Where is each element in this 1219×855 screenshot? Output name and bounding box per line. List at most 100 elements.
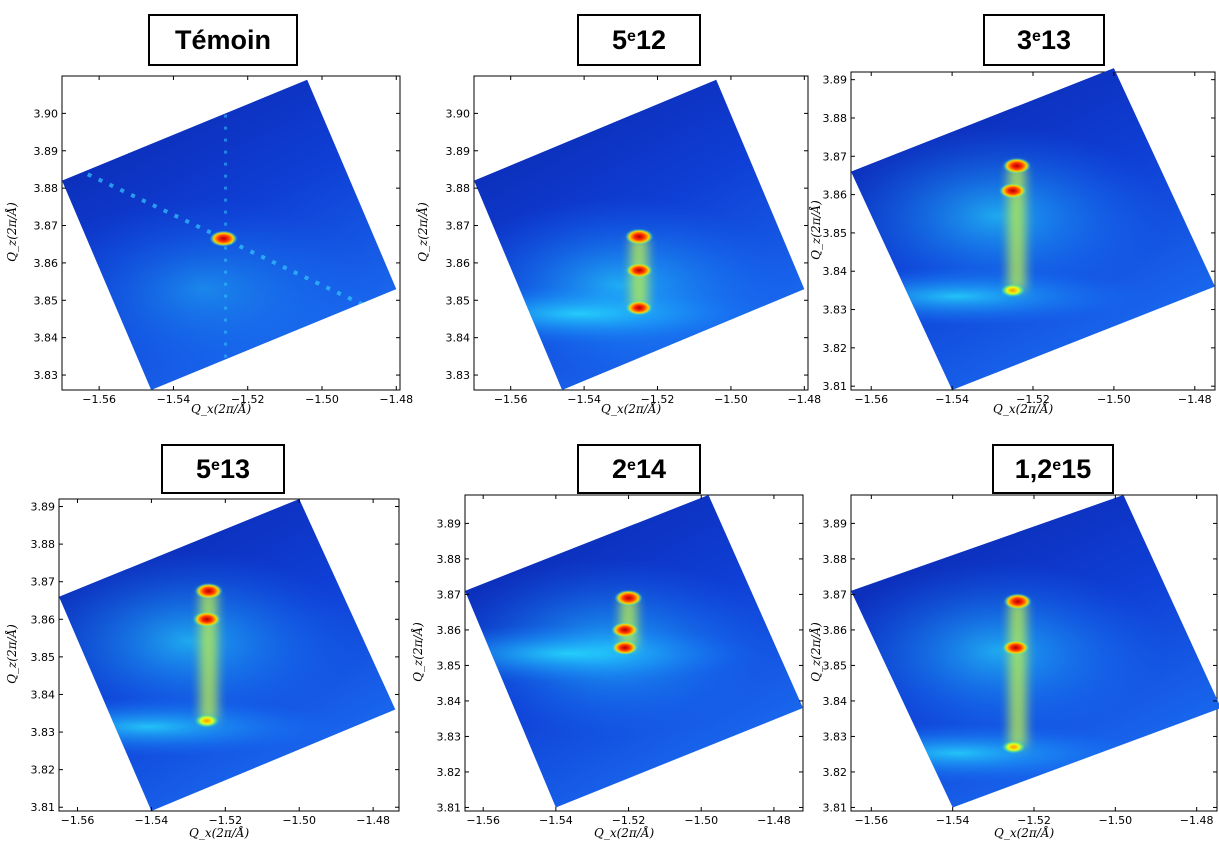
y-tick-label: 3.87 (446, 220, 471, 233)
peak-3 (625, 300, 653, 316)
x-tick-label: −1.56 (82, 393, 116, 406)
y-tick-label: 3.85 (437, 659, 462, 672)
x-tick-label: −1.52 (1017, 814, 1051, 827)
panel-title-base: 2 (612, 453, 628, 484)
x-axis-label: Q_x(2π/Å) (994, 826, 1055, 840)
panel-title: 2 e 14 (577, 444, 701, 494)
y-tick-label: 3.84 (823, 265, 848, 278)
peak-1 (625, 228, 654, 245)
y-tick-label: 3.86 (823, 189, 848, 202)
x-axis-label: Q_x(2π/Å) (594, 826, 655, 840)
y-tick-label: 3.86 (31, 613, 56, 626)
y-tick-label: 3.86 (446, 257, 471, 270)
y-axis-label: Q_z(2π/Å) (411, 622, 425, 682)
x-axis-label: Q_x(2π/Å) (993, 402, 1054, 416)
peak-2 (193, 611, 221, 628)
x-tick-label: −1.54 (539, 814, 573, 827)
y-tick-label: 3.84 (31, 688, 56, 701)
y-tick-label: 3.87 (437, 588, 462, 601)
y-tick-label: 3.87 (823, 150, 848, 163)
y-axis-label: Q_z(2π/Å) (416, 202, 430, 262)
y-tick-label: 3.86 (34, 257, 59, 270)
x-tick-label: −1.52 (612, 814, 646, 827)
y-tick-label: 3.87 (34, 220, 59, 233)
panel-title-sup: e (1052, 457, 1062, 474)
x-tick-label: −1.56 (854, 814, 888, 827)
panel-title-tail: 12 (635, 24, 666, 55)
peak-2 (611, 622, 639, 638)
y-axis-label: Q_z(2π/Å) (5, 624, 19, 684)
x-tick-label: −1.54 (936, 814, 970, 827)
x-tick-label: −1.48 (356, 814, 390, 827)
x-tick-label: −1.54 (135, 814, 169, 827)
x-tick-label: −1.56 (466, 814, 500, 827)
y-tick-label: 3.82 (823, 342, 848, 355)
panel-title-base: Témoin (174, 24, 271, 55)
y-tick-label: 3.85 (31, 651, 56, 664)
panel-title: 5 e 12 (577, 14, 701, 66)
peak-2 (1002, 640, 1030, 656)
x-tick-label: −1.52 (641, 393, 675, 406)
y-tick-label: 3.88 (31, 538, 56, 551)
y-tick-label: 3.82 (437, 766, 462, 779)
y-tick-label: 3.84 (823, 695, 848, 708)
y-tick-label: 3.85 (446, 294, 471, 307)
rsm-plot-5: −1.56 −1.54 −1.52 −1.50 −1.48 3.81 3.82 3.83 3.8… (437, 494, 804, 827)
x-axis-label: Q_x(2π/Å) (601, 402, 662, 416)
panel-title-tail: 13 (219, 453, 250, 484)
y-tick-label: 3.83 (446, 369, 471, 382)
panel-title-base: 1,2 (1014, 453, 1053, 484)
rsm-plot-2: −1.56 −1.54 −1.52 −1.50 −1.48 3.83 3.84 3.85 3.8… (446, 75, 821, 406)
y-tick-label: 3.88 (446, 182, 471, 195)
y-tick-label: 3.87 (823, 588, 848, 601)
y-tick-label: 3.90 (446, 107, 471, 120)
x-tick-label: −1.48 (379, 393, 413, 406)
panel-title-tail: 14 (635, 453, 666, 484)
panel-title: Témoin (148, 14, 298, 66)
y-tick-label: 3.85 (823, 659, 848, 672)
peak-1 (209, 230, 238, 247)
y-axis-label: Q_z(2π/Å) (809, 200, 823, 260)
x-tick-label: −1.50 (1098, 814, 1132, 827)
x-tick-label: −1.54 (157, 393, 191, 406)
x-tick-label: −1.56 (61, 814, 95, 827)
x-tick-label: −1.48 (787, 393, 821, 406)
x-tick-label: −1.52 (208, 814, 242, 827)
x-tick-label: −1.56 (854, 393, 888, 406)
x-tick-label: −1.50 (714, 393, 748, 406)
panel-title-base: 3 (1017, 24, 1033, 55)
y-tick-label: 3.82 (31, 764, 56, 777)
y-tick-label: 3.86 (437, 624, 462, 637)
y-tick-label: 3.83 (437, 730, 462, 743)
y-tick-label: 3.89 (437, 517, 462, 530)
y-tick-label: 3.83 (823, 730, 848, 743)
panel-title-sup: e (211, 457, 220, 474)
y-tick-label: 3.89 (823, 517, 848, 530)
rsm-plot-3: −1.56 −1.54 −1.52 −1.50 −1.48 3.81 3.82 3.83 3.8… (823, 68, 1216, 406)
y-tick-label: 3.87 (31, 576, 56, 589)
panel-title-sup: e (627, 28, 636, 45)
x-tick-label: −1.50 (282, 814, 316, 827)
x-axis-label: Q_x(2π/Å) (191, 402, 252, 416)
x-tick-label: −1.50 (1097, 393, 1131, 406)
peak-3 (611, 640, 638, 655)
peak-3 (1000, 283, 1025, 298)
x-tick-label: −1.52 (231, 393, 265, 406)
y-tick-label: 3.82 (823, 766, 848, 779)
y-tick-label: 3.88 (823, 112, 848, 125)
y-tick-label: 3.89 (823, 74, 848, 87)
peak-1 (1003, 593, 1032, 610)
panel-title: 3 e 13 (983, 14, 1105, 66)
x-tick-label: −1.54 (935, 393, 969, 406)
panel-title-sup: e (1032, 28, 1041, 45)
x-tick-label: −1.50 (305, 393, 339, 406)
panel-title-base: 5 (612, 24, 628, 55)
y-tick-label: 3.83 (34, 369, 59, 382)
y-tick-label: 3.81 (31, 801, 56, 814)
y-tick-label: 3.90 (34, 107, 59, 120)
y-tick-label: 3.84 (34, 332, 59, 345)
y-tick-label: 3.88 (34, 182, 59, 195)
y-tick-label: 3.89 (446, 145, 471, 158)
y-tick-label: 3.83 (823, 304, 848, 317)
y-tick-label: 3.81 (437, 801, 462, 814)
